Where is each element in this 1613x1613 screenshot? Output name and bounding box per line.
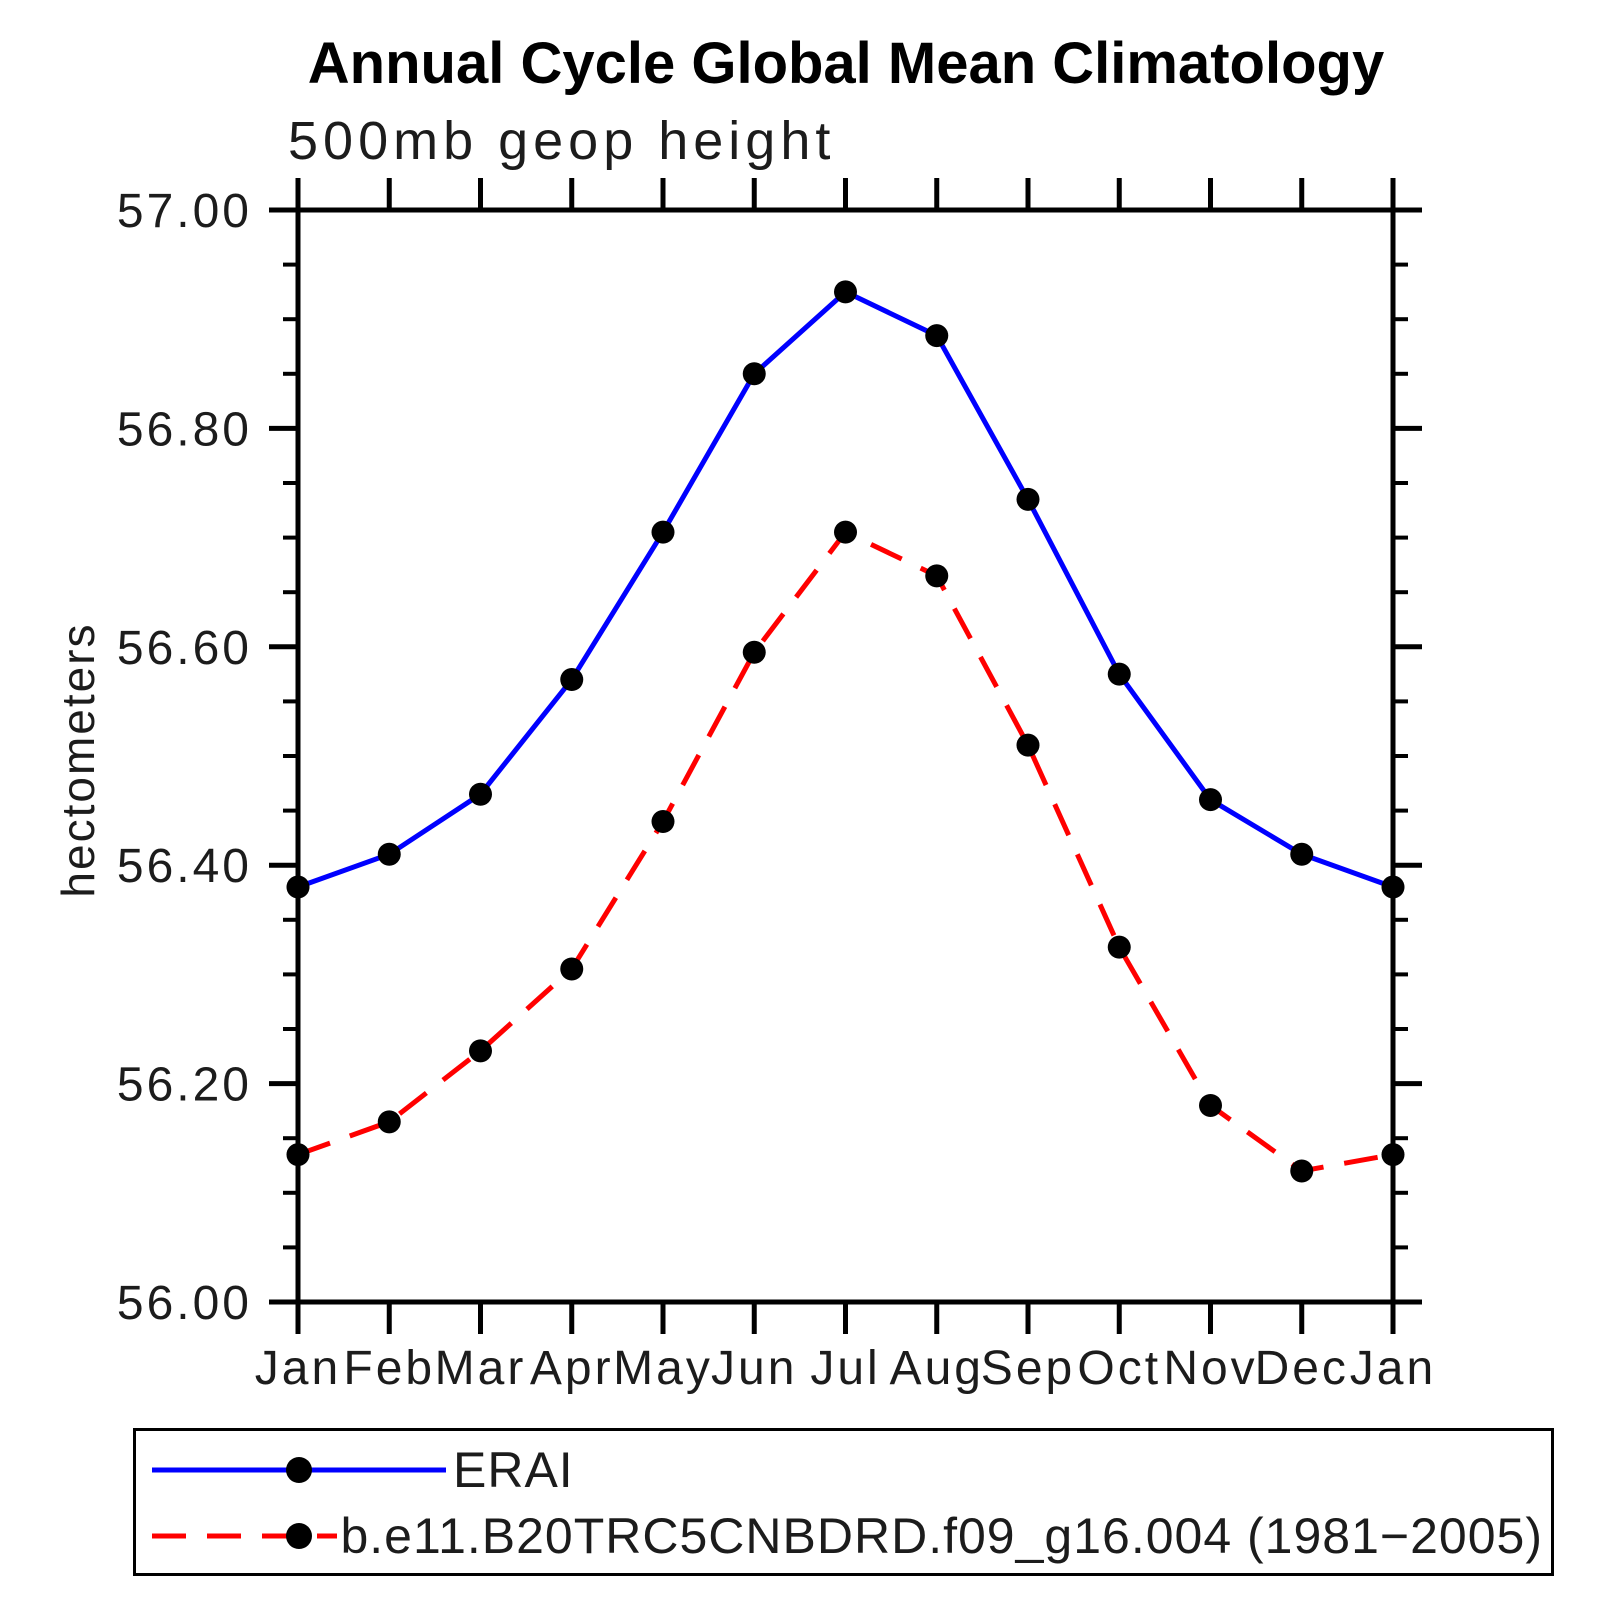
data-point-erai: [651, 520, 675, 544]
x-tick-label: Apr: [530, 1342, 614, 1395]
data-point-erai: [1016, 487, 1040, 511]
data-point-model: [286, 1143, 310, 1167]
legend-sample-model: [152, 1523, 338, 1549]
data-point-erai: [469, 782, 492, 806]
y-tick-label: 56.60: [117, 622, 252, 675]
data-point-model: [469, 1039, 492, 1063]
y-tick-label: 57.00: [117, 185, 252, 238]
data-point-erai: [925, 324, 949, 348]
y-tick-label: 56.20: [117, 1059, 252, 1112]
x-tick-label: Jul: [810, 1342, 880, 1395]
y-tick-label: 56.80: [117, 403, 252, 456]
legend-entry-erai: ERAI: [150, 1439, 1543, 1501]
x-tick-label: Jan: [255, 1342, 341, 1395]
x-tick-label: Mar: [435, 1342, 527, 1395]
y-tick-label: 56.40: [117, 840, 252, 893]
data-point-erai: [1199, 788, 1222, 812]
data-point-erai: [1107, 662, 1131, 686]
legend-marker-dot: [286, 1457, 312, 1483]
x-tick-label: Dec: [1255, 1342, 1349, 1395]
chart-subtitle: 500mb geop height: [288, 111, 836, 171]
data-point-model: [651, 810, 675, 834]
data-point-erai: [1381, 875, 1405, 899]
legend-entry-model: b.e11.B20TRC5CNBDRD.f09_g16.004 (1981−20…: [150, 1505, 1543, 1567]
legend-sample-erai: [152, 1457, 446, 1483]
data-point-erai: [377, 842, 401, 866]
data-point-model: [925, 564, 949, 588]
legend-label-erai: ERAI: [453, 1442, 574, 1498]
y-tick-label: 56.00: [117, 1277, 252, 1330]
chart-title: Annual Cycle Global Mean Climatology: [307, 31, 1385, 96]
data-point-model: [742, 640, 766, 664]
series-line-model: [297, 529, 1394, 1174]
legend-box: ERAI b.e11.B20TRC5CNBDRD.f09_g16.004 (19…: [133, 1428, 1554, 1576]
x-tick-label: May: [613, 1342, 713, 1395]
data-point-model: [1107, 935, 1131, 959]
data-point-erai: [560, 668, 584, 692]
x-tick-label: Jun: [711, 1342, 797, 1395]
series-line-erai: [297, 288, 1394, 890]
data-point-model: [377, 1110, 401, 1134]
data-point-model: [1381, 1143, 1405, 1167]
x-tick-label: Jan: [1350, 1342, 1436, 1395]
data-point-erai: [834, 280, 857, 304]
data-point-model: [1016, 733, 1040, 757]
data-point-erai: [286, 875, 310, 899]
x-tick-label: Aug: [890, 1342, 984, 1395]
data-point-model: [560, 957, 584, 981]
data-point-model: [1199, 1093, 1222, 1117]
data-point-model: [1290, 1159, 1314, 1183]
x-tick-label: Sep: [981, 1342, 1075, 1395]
legend-marker-dot: [286, 1523, 312, 1549]
data-point-erai: [742, 362, 766, 386]
x-tick-label: Nov: [1163, 1342, 1257, 1395]
legend-label-model: b.e11.B20TRC5CNBDRD.f09_g16.004 (1981−20…: [340, 1508, 1543, 1564]
x-tick-label: Oct: [1077, 1342, 1161, 1395]
data-point-model: [834, 520, 857, 544]
data-point-erai: [1290, 842, 1314, 866]
x-tick-label: Feb: [343, 1342, 435, 1395]
